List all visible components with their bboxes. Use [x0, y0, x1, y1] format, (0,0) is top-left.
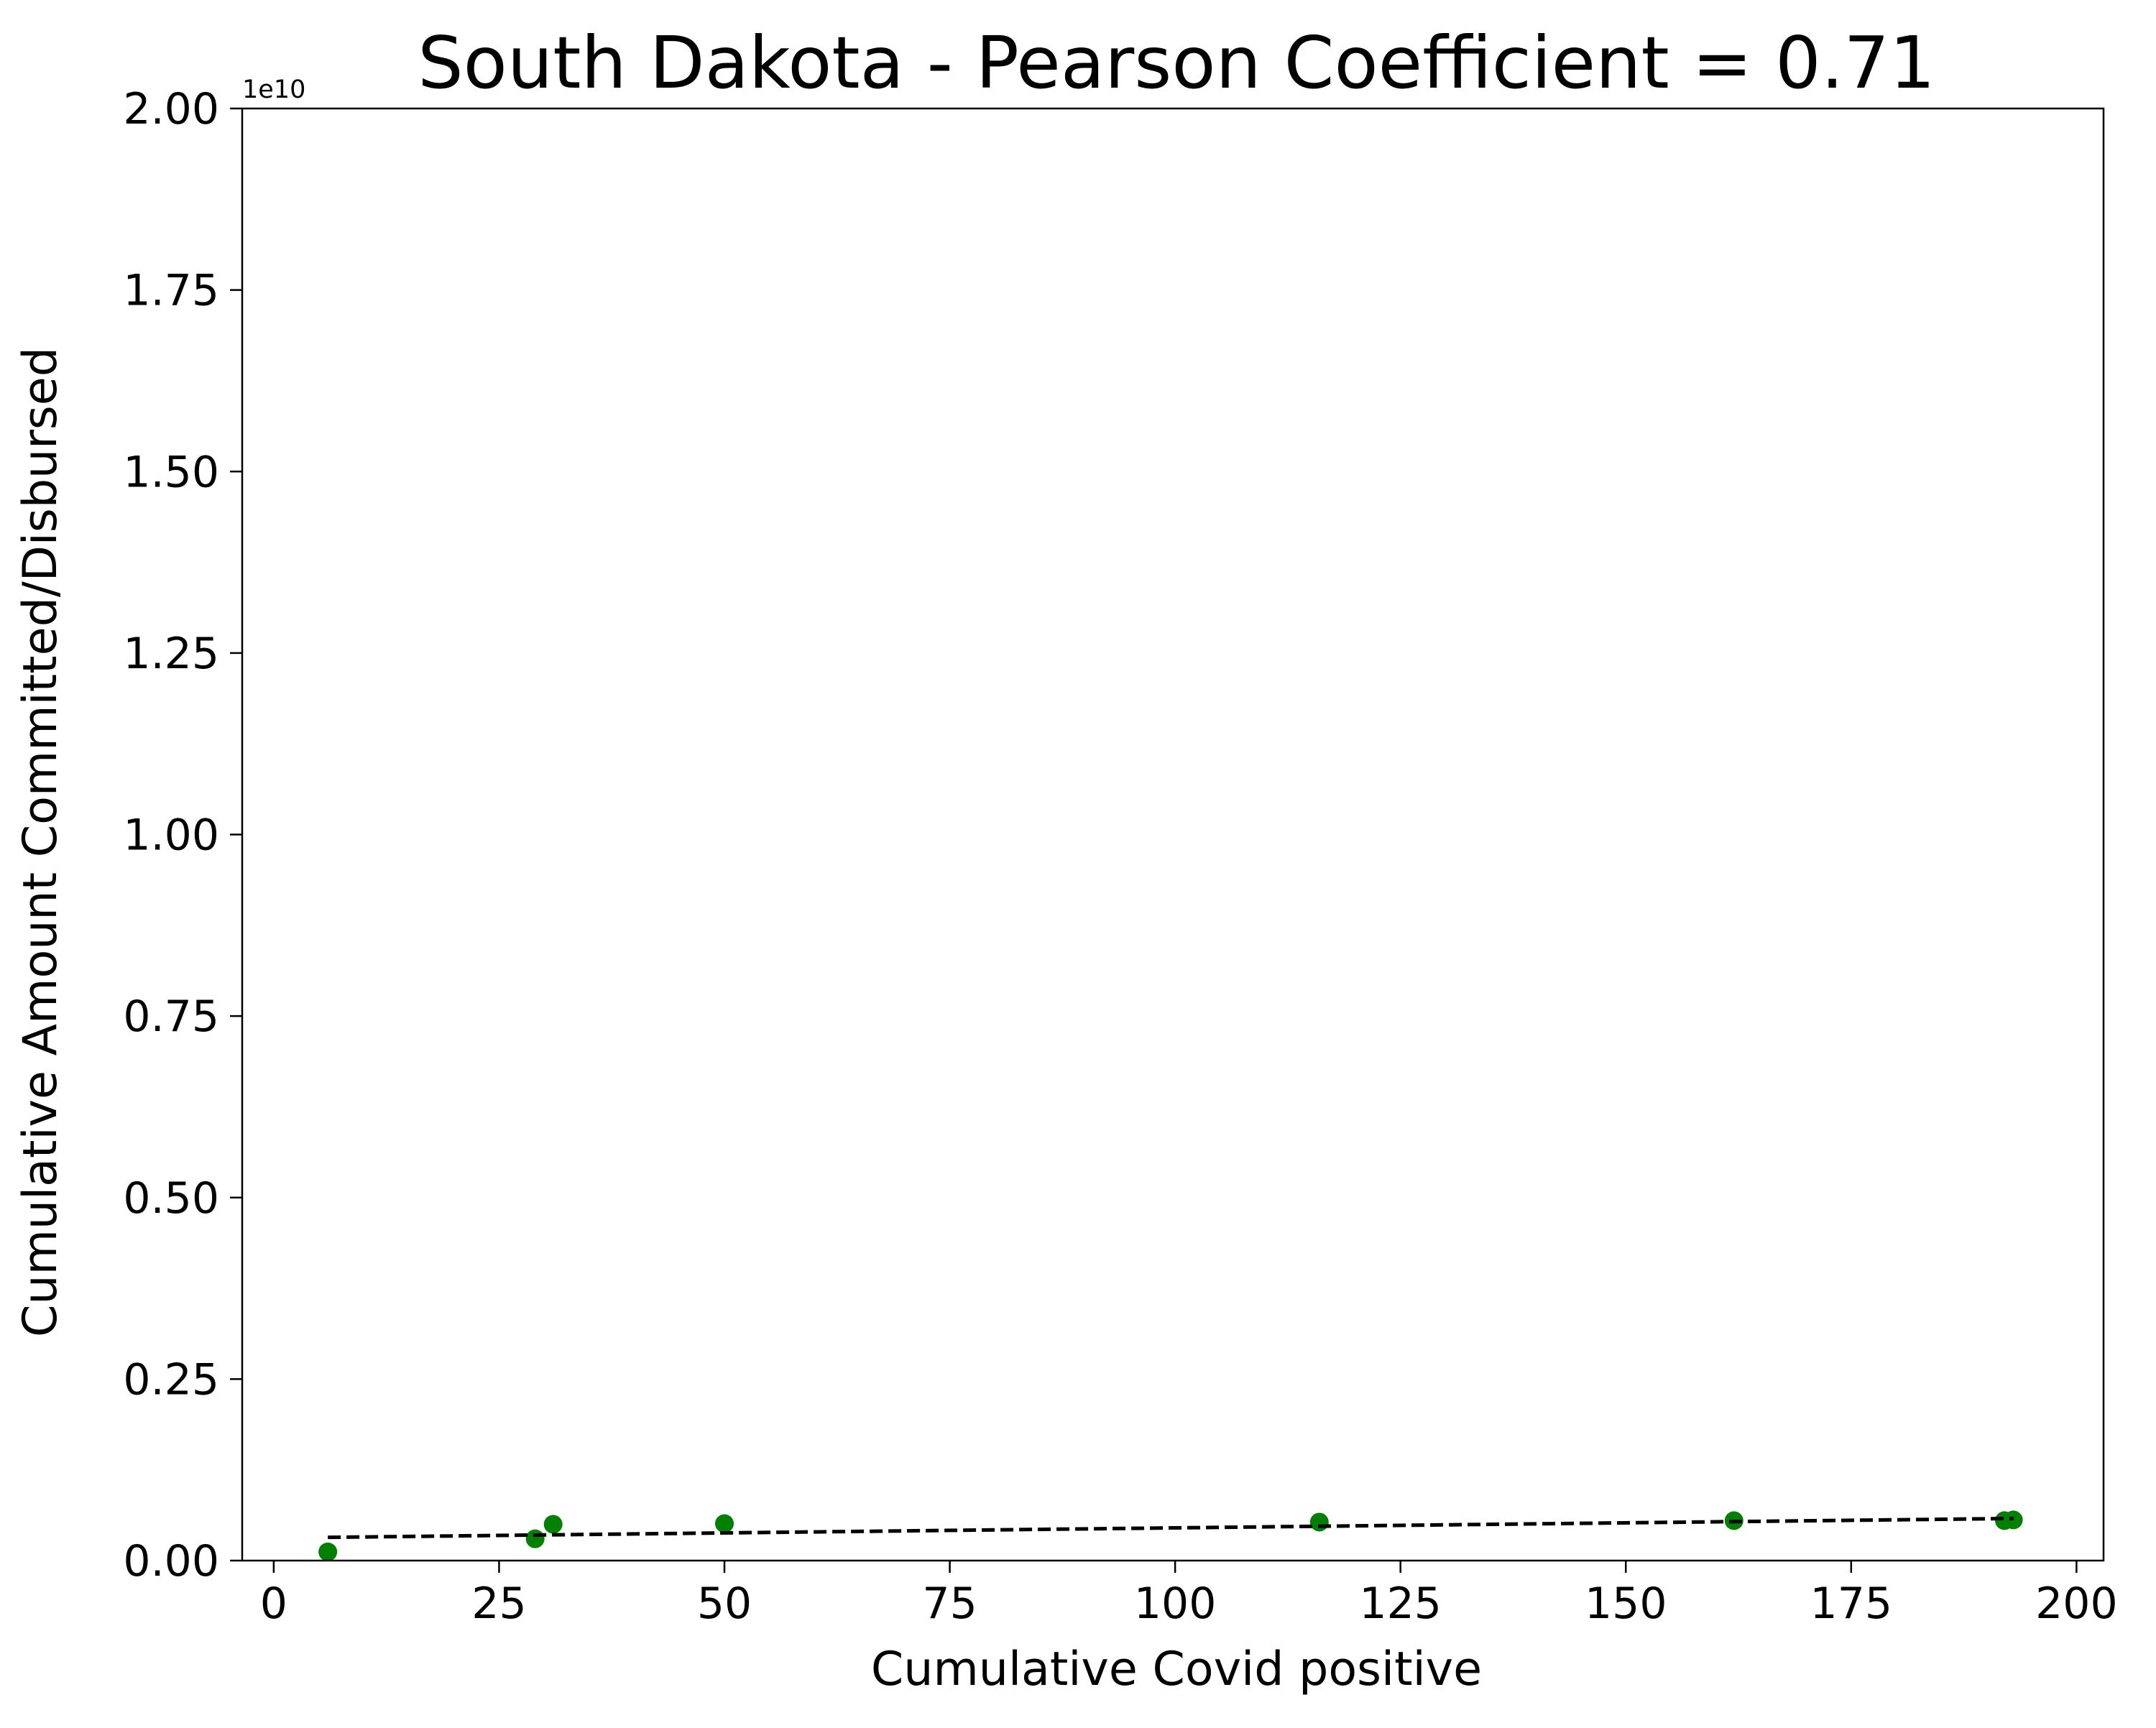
x-tick-label: 0 [260, 1579, 287, 1629]
x-axis-label: Cumulative Covid positive [871, 1642, 1482, 1696]
y-offset-label: 1e10 [242, 75, 305, 104]
data-point [543, 1515, 563, 1534]
chart-title: South Dakota - Pearson Coefficient = 0.7… [418, 21, 1935, 105]
y-tick-label: 0.00 [123, 1536, 219, 1586]
data-point [525, 1529, 545, 1548]
y-tick-label: 1.00 [123, 810, 219, 861]
y-tick-label: 1.50 [123, 447, 219, 497]
plot-area [318, 1510, 2023, 1561]
x-tick-label: 50 [697, 1579, 752, 1629]
x-tick-label: 150 [1585, 1579, 1667, 1629]
x-axis-ticks: 0 25 50 75 100 125 150 175 200 [260, 1561, 2118, 1629]
data-point [318, 1542, 338, 1561]
y-tick-label: 0.25 [123, 1354, 219, 1405]
y-tick-label: 1.25 [123, 629, 219, 679]
y-tick-label: 1.75 [123, 266, 219, 316]
x-tick-label: 100 [1134, 1579, 1217, 1629]
y-tick-label: 2.00 [123, 84, 219, 134]
x-tick-label: 125 [1359, 1579, 1442, 1629]
data-point [1309, 1512, 1329, 1532]
data-point [715, 1514, 734, 1533]
y-axis-ticks: 0.00 0.25 0.50 0.75 1.00 1.25 1.50 1.75 2.00 [123, 84, 242, 1586]
y-axis-label: Cumulative Amount Committed/Disbursed [14, 347, 68, 1337]
x-tick-label: 75 [922, 1579, 977, 1629]
y-tick-label: 0.75 [123, 992, 219, 1042]
plot-frame [241, 107, 2105, 1562]
x-tick-label: 25 [471, 1579, 526, 1629]
x-tick-label: 175 [1810, 1579, 1893, 1629]
x-tick-label: 200 [2035, 1579, 2118, 1629]
y-tick-label: 0.50 [123, 1173, 219, 1224]
trend-line [328, 1516, 2014, 1540]
